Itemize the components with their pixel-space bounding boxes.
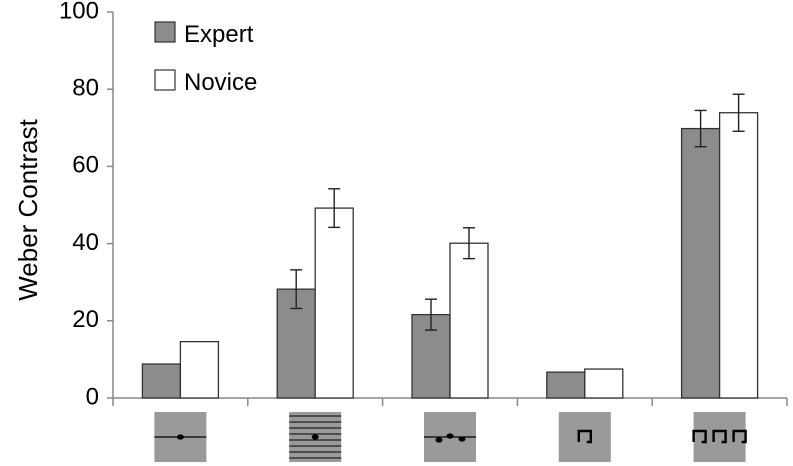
- error-bar-novice-2: [328, 188, 341, 229]
- legend-swatch-novice: [154, 69, 176, 91]
- bar-novice-5: [718, 112, 759, 399]
- y-tick-label: 60: [72, 152, 99, 179]
- y-tick-label: 0: [86, 383, 99, 410]
- note-staff-icon: [289, 412, 342, 462]
- error-bar-expert-2: [290, 269, 303, 310]
- legend-label-expert: Expert: [184, 21, 254, 48]
- error-bar-novice-5: [732, 93, 745, 132]
- bar-novice-4: [584, 368, 624, 399]
- error-bar-expert-5: [694, 109, 707, 148]
- legend-label-novice: Novice: [184, 69, 257, 96]
- bar-expert-5: [680, 127, 721, 399]
- bar-novice-2: [314, 207, 354, 399]
- category-icons: [154, 412, 747, 462]
- bar-novice-1: [179, 340, 220, 399]
- note-triple-icon: [424, 412, 476, 462]
- y-ticks: 0 20 40 60 80 100: [59, 0, 113, 410]
- legend-swatch-expert: [154, 21, 176, 43]
- y-axis-title: Weber Contrast: [13, 118, 43, 300]
- y-tick-label: 40: [72, 229, 99, 256]
- square-single-icon: [558, 412, 611, 462]
- y-tick-label: 80: [72, 75, 99, 102]
- bar-expert-4: [546, 371, 586, 399]
- square-triple-icon: [692, 412, 747, 462]
- bars: [141, 112, 759, 399]
- legend: Expert Novice: [154, 21, 257, 96]
- bar-novice-3: [449, 242, 489, 399]
- error-bar-expert-3: [425, 298, 437, 331]
- y-tick-label: 100: [59, 0, 99, 24]
- bar-expert-1: [141, 363, 182, 399]
- y-tick-label: 20: [72, 306, 99, 333]
- error-bar-novice-3: [463, 227, 475, 260]
- note-single-icon: [154, 412, 207, 462]
- error-bars: [290, 93, 745, 331]
